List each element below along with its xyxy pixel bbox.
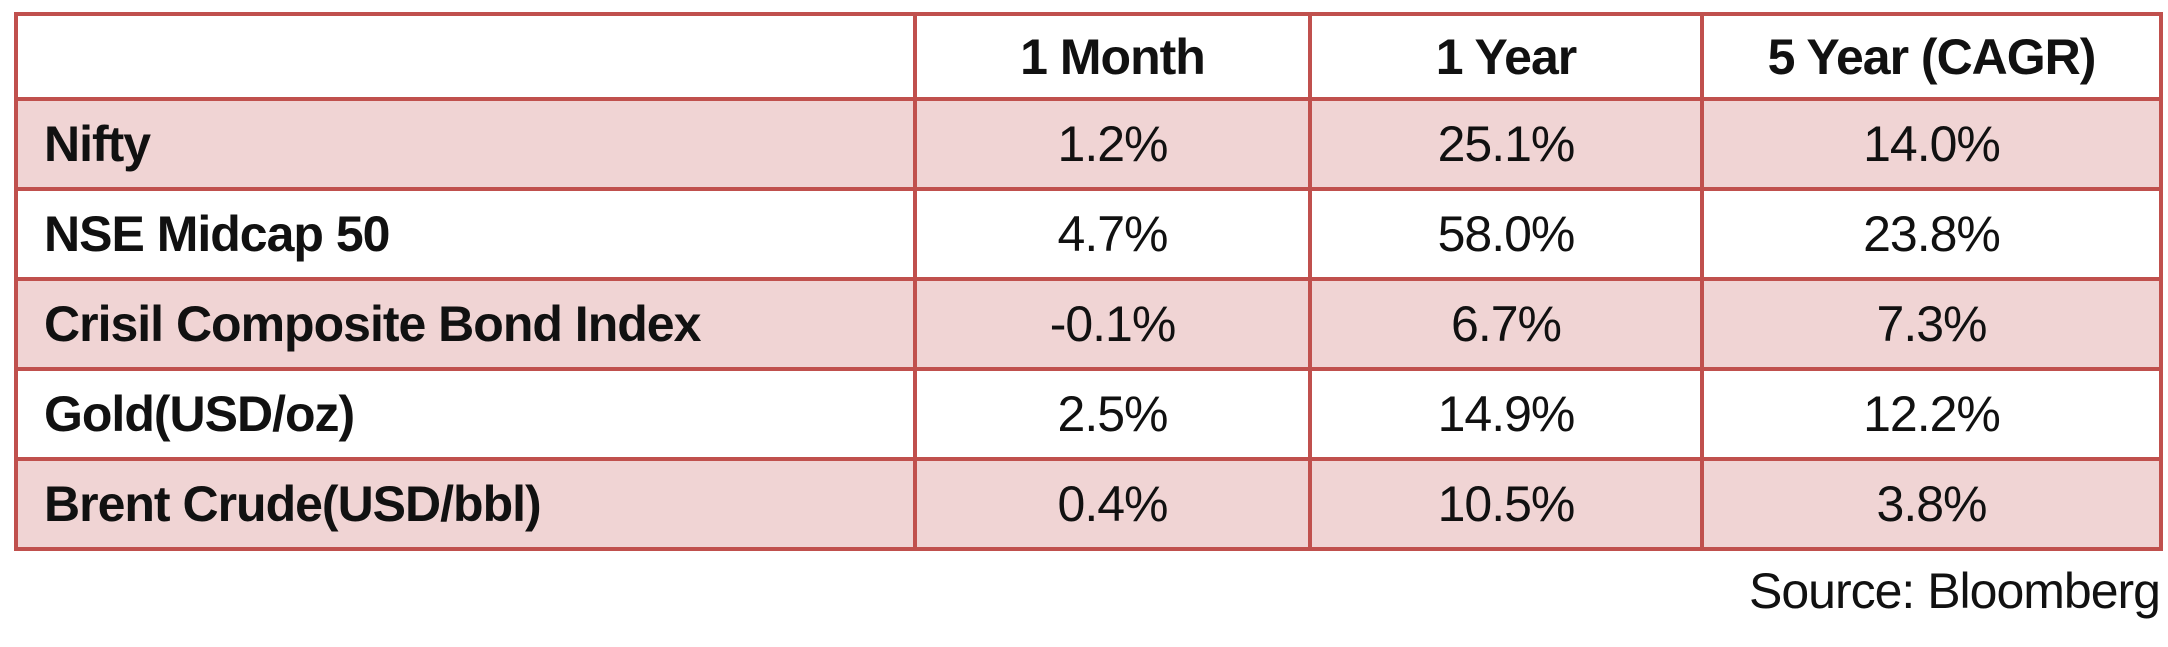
table-row-gold: Gold(USD/oz) 2.5% 14.9% 12.2% [14, 367, 2163, 461]
cell-value: 58.0% [1308, 187, 1704, 281]
header-row: 1 Month 1 Year 5 Year (CAGR) [14, 12, 2163, 101]
row-label: Brent Crude(USD/bbl) [14, 457, 917, 551]
cell-value: 14.0% [1700, 97, 2163, 191]
cell-value: 14.9% [1308, 367, 1704, 461]
table-row-nse-midcap-50: NSE Midcap 50 4.7% 58.0% 23.8% [14, 187, 2163, 281]
cell-value: 12.2% [1700, 367, 2163, 461]
row-label: NSE Midcap 50 [14, 187, 917, 281]
cell-value: 6.7% [1308, 277, 1704, 371]
table-row-nifty: Nifty 1.2% 25.1% 14.0% [14, 97, 2163, 191]
cell-value: 3.8% [1700, 457, 2163, 551]
market-performance-table: 1 Month 1 Year 5 Year (CAGR) Nifty 1.2% … [14, 12, 2163, 551]
cell-value: -0.1% [913, 277, 1312, 371]
header-cell-1-year: 1 Year [1308, 12, 1704, 101]
cell-value: 23.8% [1700, 187, 2163, 281]
header-cell-1-month: 1 Month [913, 12, 1312, 101]
header-cell-5-year-cagr: 5 Year (CAGR) [1700, 12, 2163, 101]
row-label: Gold(USD/oz) [14, 367, 917, 461]
cell-value: 1.2% [913, 97, 1312, 191]
cell-value: 2.5% [913, 367, 1312, 461]
row-label: Crisil Composite Bond Index [14, 277, 917, 371]
header-cell-empty [14, 12, 917, 101]
source-note: Source: Bloomberg [1748, 563, 2161, 619]
cell-value: 0.4% [913, 457, 1312, 551]
row-label: Nifty [14, 97, 917, 191]
table-row-crisil-composite-bond-index: Crisil Composite Bond Index -0.1% 6.7% 7… [14, 277, 2163, 371]
cell-value: 7.3% [1700, 277, 2163, 371]
cell-value: 4.7% [913, 187, 1312, 281]
cell-value: 25.1% [1308, 97, 1704, 191]
cell-value: 10.5% [1308, 457, 1704, 551]
table-row-brent-crude: Brent Crude(USD/bbl) 0.4% 10.5% 3.8% [14, 457, 2163, 551]
